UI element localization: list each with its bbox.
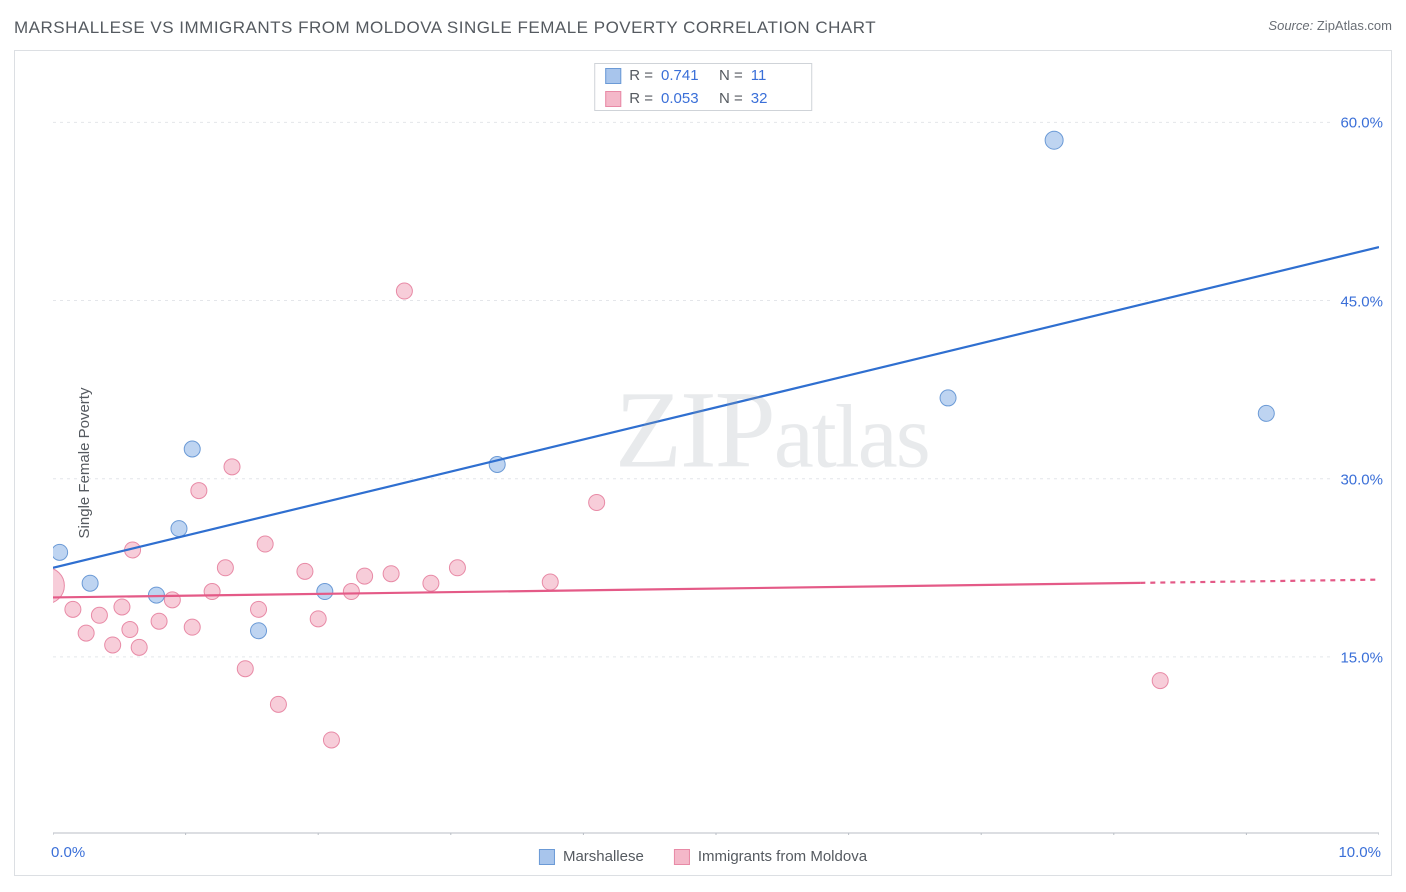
x-tick-max: 10.0% — [1338, 844, 1381, 861]
header: MARSHALLESE VS IMMIGRANTS FROM MOLDOVA S… — [14, 18, 1392, 48]
n-label: N = — [719, 90, 743, 107]
watermark: ZIPatlas — [615, 367, 929, 494]
legend-row-series-2: R = 0.053 N = 32 — [595, 87, 811, 110]
y-tick-label: 45.0% — [1334, 293, 1383, 310]
y-tick-label: 15.0% — [1334, 649, 1383, 666]
r-label: R = — [629, 90, 653, 107]
source-attribution: Source: ZipAtlas.com — [1268, 18, 1392, 33]
n-value: 32 — [751, 90, 801, 107]
correlation-legend: R = 0.741 N = 11 R = 0.053 N = 32 — [594, 63, 812, 111]
y-tick-label: 30.0% — [1334, 471, 1383, 488]
n-label: N = — [719, 67, 743, 84]
legend-row-series-1: R = 0.741 N = 11 — [595, 64, 811, 87]
chart-title: MARSHALLESE VS IMMIGRANTS FROM MOLDOVA S… — [14, 18, 876, 38]
y-tick-label: 60.0% — [1334, 115, 1383, 132]
x-tick-min: 0.0% — [51, 844, 85, 861]
series-legend: Marshallese Immigrants from Moldova — [539, 848, 867, 865]
n-value: 11 — [751, 67, 801, 84]
source-label: Source: — [1268, 18, 1313, 33]
r-value: 0.053 — [661, 90, 711, 107]
legend-item-series-2: Immigrants from Moldova — [674, 848, 867, 865]
legend-swatch-blue — [605, 68, 621, 84]
legend-item-series-1: Marshallese — [539, 848, 644, 865]
legend-swatch-blue — [539, 849, 555, 865]
legend-swatch-pink — [605, 91, 621, 107]
r-value: 0.741 — [661, 67, 711, 84]
legend-label: Marshallese — [563, 848, 644, 865]
source-value: ZipAtlas.com — [1317, 18, 1392, 33]
chart-container: Single Female Poverty ZIPatlas R = 0.741… — [14, 50, 1392, 876]
legend-label: Immigrants from Moldova — [698, 848, 867, 865]
r-label: R = — [629, 67, 653, 84]
legend-swatch-pink — [674, 849, 690, 865]
